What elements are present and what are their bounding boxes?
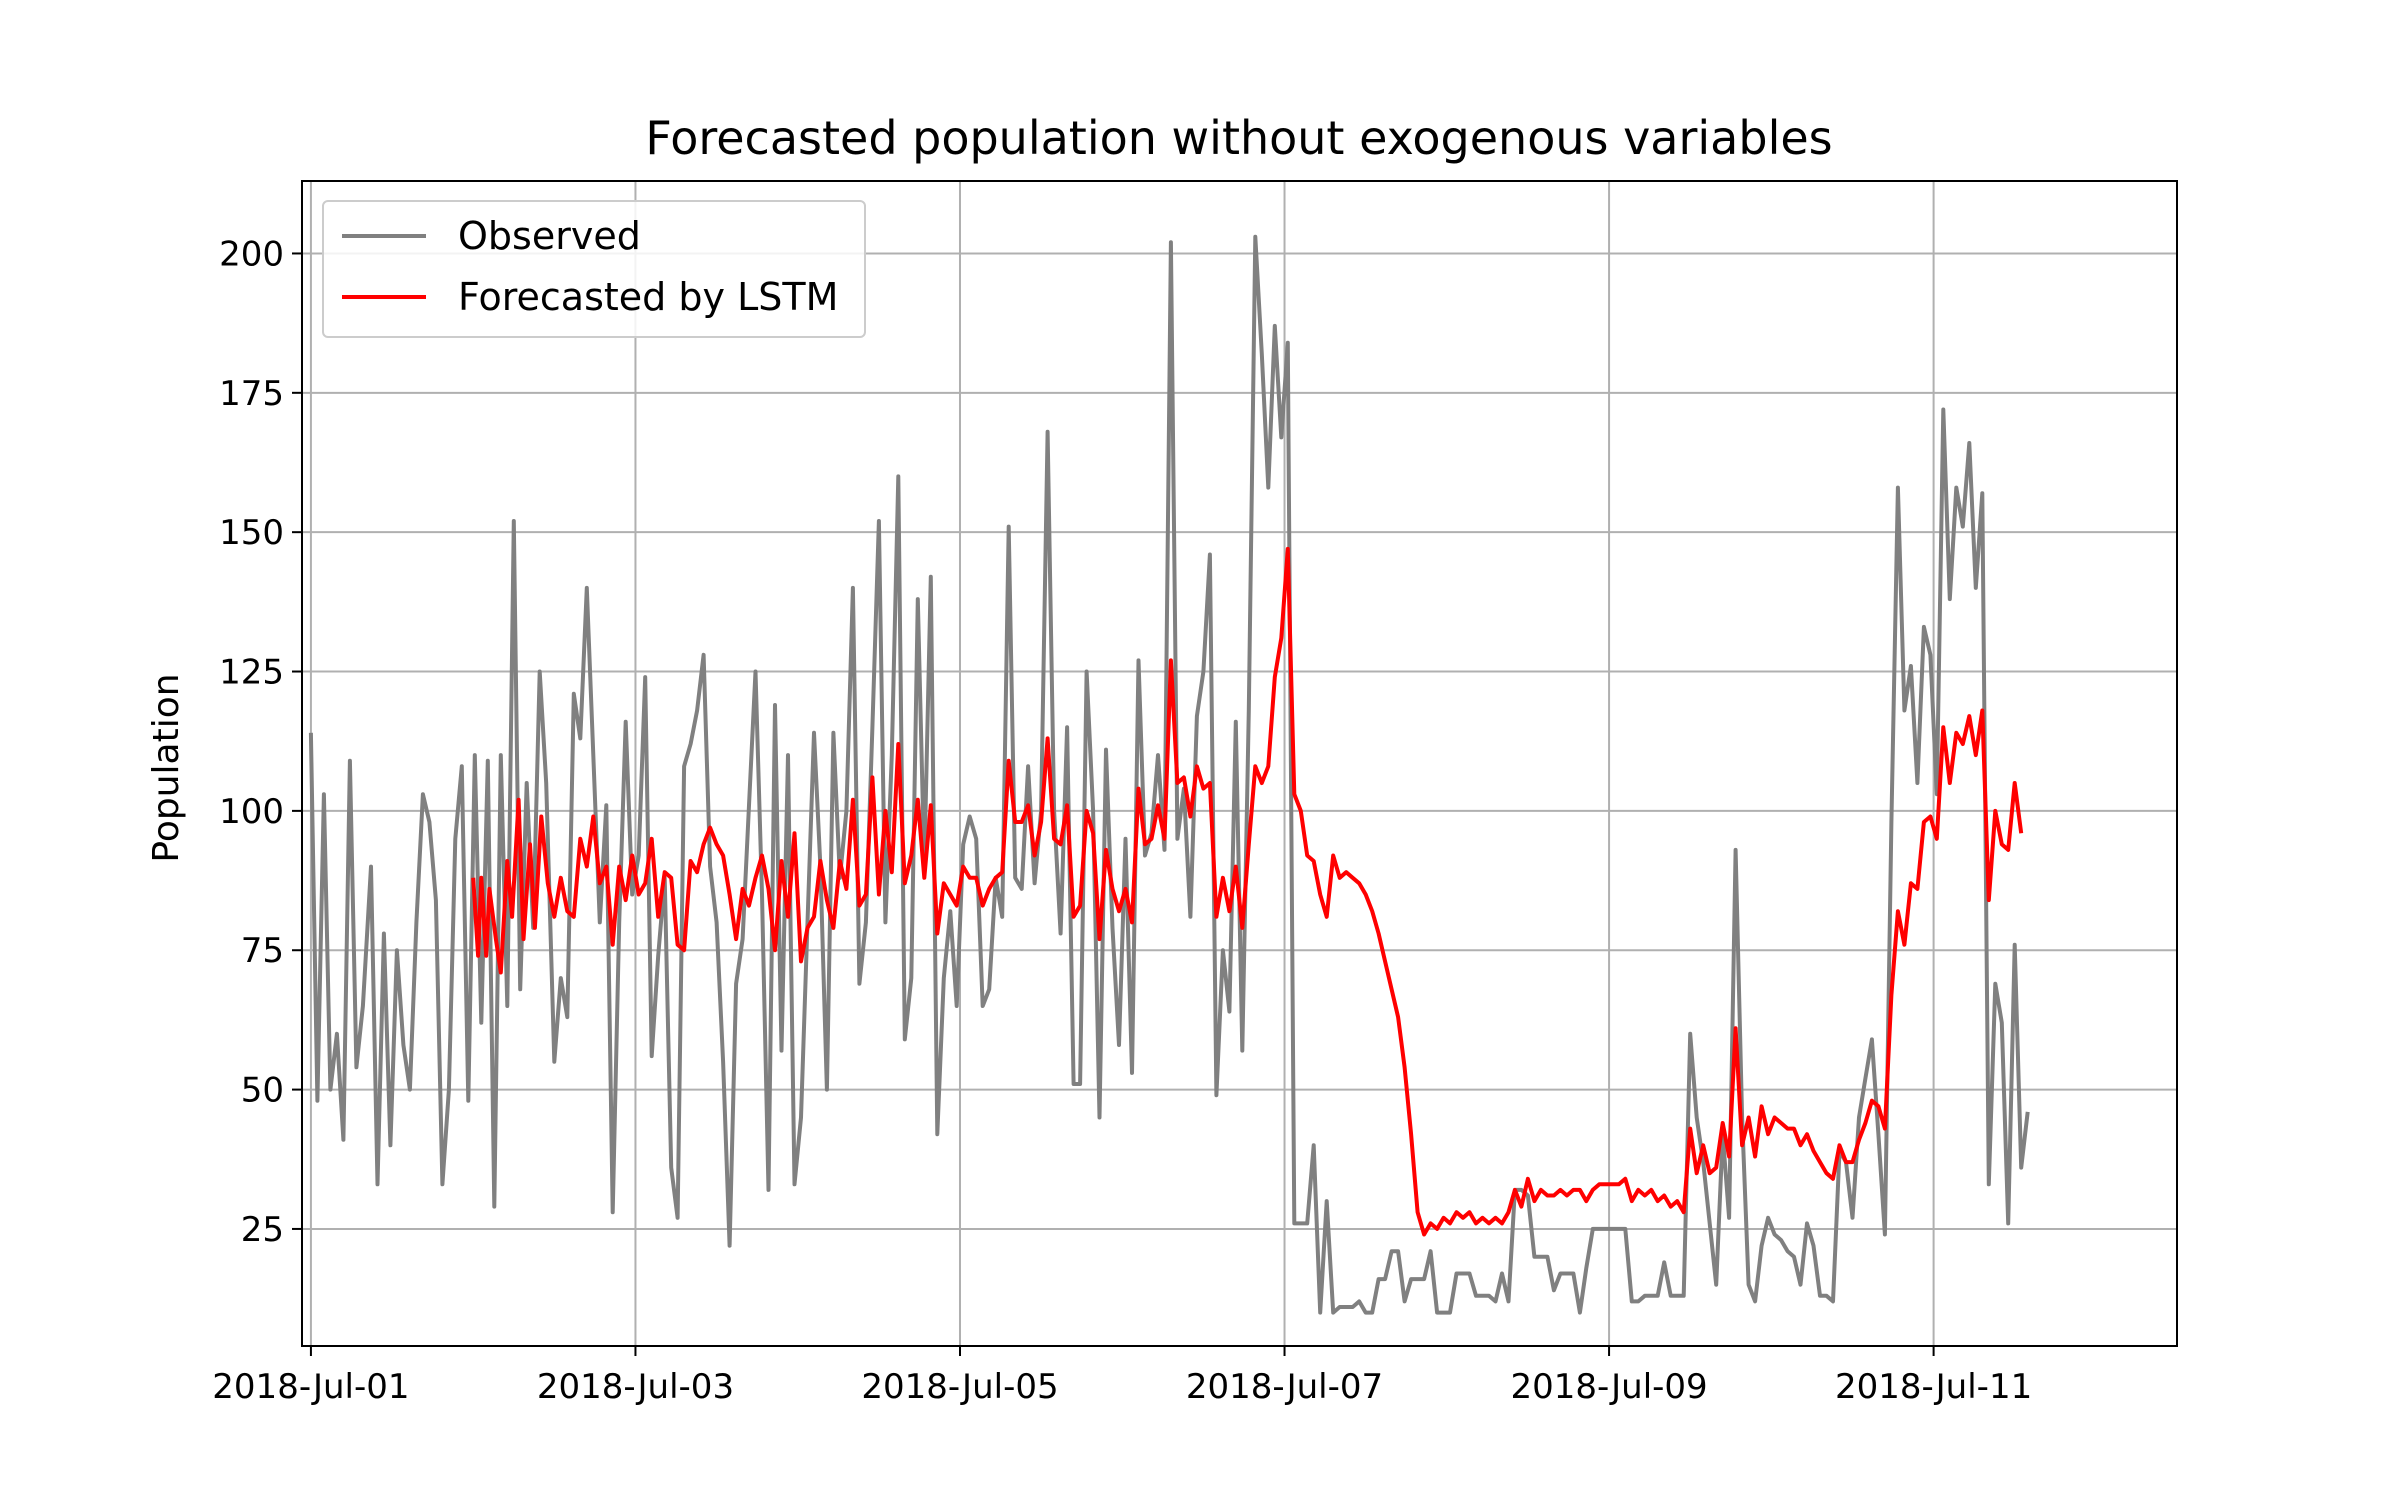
axis-ticks: 2018-Jul-01 2018-Jul-03 2018-Jul-05 2018-Ju…: [212, 234, 2032, 1407]
series-lines: [308, 234, 2030, 1315]
x-tick-label: 2018-Jul-05: [861, 1367, 1058, 1407]
y-tick-label: 150: [219, 513, 284, 553]
plot-area-frame: [301, 180, 2178, 1347]
x-tick-label: 2018-Jul-09: [1510, 1367, 1707, 1407]
y-axis-label: Population: [146, 673, 187, 862]
x-tick-label: 2018-Jul-01: [212, 1367, 409, 1407]
y-tick-label: 175: [219, 374, 284, 414]
legend-box: [322, 200, 866, 338]
series-line-forecasted-by-lstm: [471, 546, 2024, 1237]
y-tick-label: 75: [241, 931, 284, 971]
legend: Observed Forecasted by LSTM: [322, 200, 866, 338]
legend-label-observed: Observed: [458, 214, 641, 258]
chart-title: Forecasted population without exogenous …: [645, 111, 1832, 165]
y-tick-label: 100: [219, 792, 284, 832]
y-tick-label: 125: [219, 653, 284, 693]
y-tick-label: 50: [241, 1071, 284, 1111]
y-tick-label: 200: [219, 234, 284, 274]
x-tick-label: 2018-Jul-07: [1186, 1367, 1383, 1407]
x-tick-label: 2018-Jul-03: [537, 1367, 734, 1407]
x-tick-label: 2018-Jul-11: [1835, 1367, 2032, 1407]
legend-label-forecast: Forecasted by LSTM: [458, 275, 838, 319]
y-tick-label: 25: [241, 1210, 284, 1250]
